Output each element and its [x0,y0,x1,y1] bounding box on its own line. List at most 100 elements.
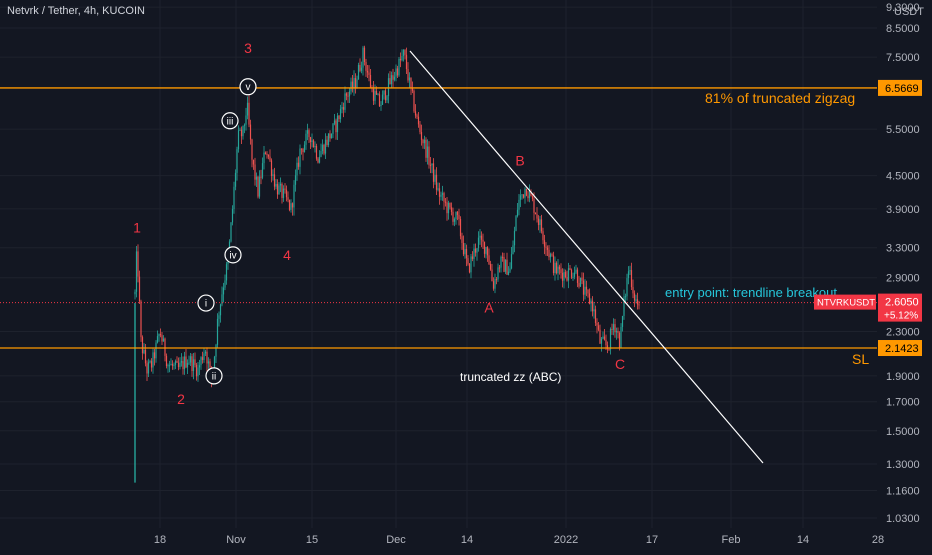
candle-body [308,130,310,138]
candle-body [506,259,508,275]
candle-body [390,75,393,85]
candle-body [438,188,441,197]
subwave-label: iii [227,116,234,127]
wave-label-b: B [515,153,524,169]
trendline[interactable] [409,50,764,464]
candle-body [582,280,585,295]
candle-body [569,268,571,270]
price-tick-label: 4.5000 [886,171,920,183]
candle-body [416,115,418,117]
candle-body [624,296,627,298]
price-axis[interactable]: USDT 9.3000 8.5000 7.5000 5.5000 4.5000 3.900… [814,0,932,528]
wave-label-3: 3 [244,40,252,56]
candle-body [320,150,322,157]
candle-body [294,175,297,185]
candle-body [633,293,636,301]
candle-body [387,78,390,97]
candle-body [546,247,549,250]
wave-label-c: C [615,356,625,372]
time-axis[interactable]: 18 Nov 15 Dec 14 2022 17 Feb 14 28 [0,528,932,550]
candle-body [449,202,451,208]
candle-body [161,335,163,342]
candle-body [380,104,382,107]
candle-body [626,278,628,297]
candle-body [135,251,138,292]
price-tick-label: 1.3000 [886,459,920,471]
candle-body [408,77,411,81]
candle-body [137,251,139,277]
price-tick-label: 7.5000 [886,52,920,64]
candle-body [378,94,381,107]
candle-body [446,202,448,214]
candle-body [407,69,409,81]
subwave-marker-i: i [197,294,215,312]
candle-body [248,102,250,125]
candle-body [338,115,340,120]
candle-body [333,120,336,124]
subwave-marker-ii: ii [205,367,223,385]
candle-body [477,237,480,249]
candle-body [480,235,483,240]
candle-body [201,357,204,360]
candle-body [164,338,166,356]
time-tick-label: 15 [306,534,318,546]
candle-body [555,262,558,274]
subwave-label: iv [229,250,236,261]
price-tick-label: 1.7000 [886,397,920,409]
candle-body [176,361,178,363]
candle-body [179,362,181,368]
candle-body [611,328,613,330]
candle-body [623,296,625,316]
candle-body [570,269,573,278]
candle-body [185,356,187,368]
candle-body [158,334,160,337]
candle-body [507,271,510,275]
candle-body [437,188,439,190]
current-price-change: +5.12% [884,311,918,322]
candle-body [213,356,216,374]
stop-price-value: 2.1423 [885,343,919,355]
candle-body [453,219,456,222]
price-tick-label: 3.9000 [886,204,920,216]
candle-body [540,219,543,232]
wave-label-2: 2 [177,391,185,407]
candle-body [558,266,561,270]
candle-body [567,268,570,281]
time-tick-label: Dec [386,534,406,546]
candle-body [305,133,307,145]
subwave-label: v [246,82,251,93]
candle-body [159,334,162,336]
time-tick-label: 28 [872,534,884,546]
time-tick-label: Nov [226,534,246,546]
resistance-price-value: 6.5669 [885,83,919,95]
candle-body [356,79,358,88]
candle-body [384,90,387,101]
candle-body [494,279,496,289]
price-tick-label: 2.3000 [886,327,920,339]
candle-body [290,203,292,210]
candle-body [594,309,597,323]
candle-body [203,353,205,360]
candle-body [593,309,595,312]
subwave-marker-v: v [239,78,257,96]
candle-body [146,363,148,374]
candle-body [576,269,579,283]
candle-body [609,328,612,350]
candle-body [596,322,598,326]
candle-body [260,176,262,178]
candle-body [249,124,252,140]
candle-body [585,286,588,290]
candle-body [525,188,528,196]
candle-body [209,361,211,368]
candle-body [545,246,547,248]
candle-body [168,365,171,367]
candle-body [581,277,583,281]
candle-body [398,58,400,76]
candle-body [218,315,220,319]
candle-body [243,124,246,126]
candle-body [410,77,412,88]
candle-body [417,116,420,125]
candle-body [573,272,576,277]
candle-body [339,108,342,120]
